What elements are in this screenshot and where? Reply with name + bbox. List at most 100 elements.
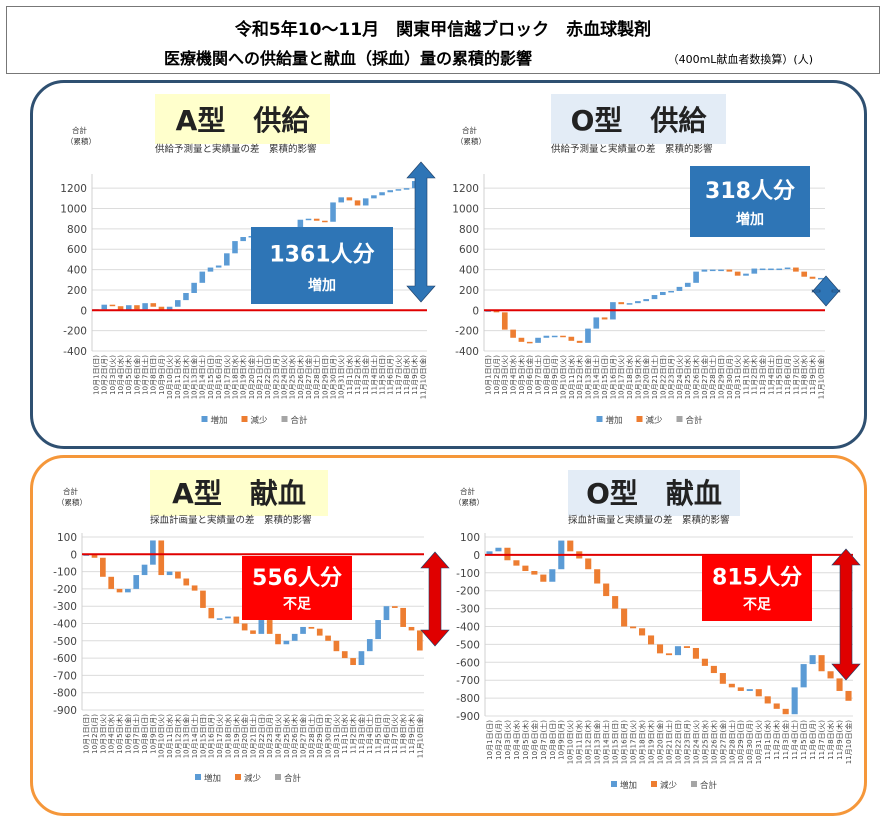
x-tick-label: 10月26日(木) — [290, 714, 299, 759]
x-tick-label: 10月28日(土) — [312, 355, 321, 400]
callout-label: 不足 — [283, 596, 312, 612]
x-tick-label: 10月18日(水) — [223, 714, 232, 759]
decrease-bar — [322, 220, 328, 223]
x-tick-label: 10月11日(水) — [173, 355, 182, 400]
y-tick-label: -900 — [53, 705, 77, 717]
x-tick-label: 10月3日(火) — [99, 714, 107, 754]
y-tick-label: -400 — [455, 346, 479, 358]
callout-box — [251, 227, 393, 304]
x-tick-label: 10月5日(木) — [517, 355, 526, 395]
y-tick-label: -600 — [456, 657, 480, 669]
x-tick-label: 10月2日(月) — [101, 355, 109, 395]
increase-bar — [362, 198, 369, 206]
decrease-bar — [241, 623, 248, 631]
x-tick-label: 10月27日(金) — [700, 355, 709, 400]
decrease-bar — [208, 607, 215, 619]
double-arrow-icon — [420, 551, 450, 647]
x-tick-label: 10月17日(火) — [618, 355, 626, 400]
x-tick-label: 10月12日(木) — [181, 355, 190, 400]
x-tick-label: 10月16日(月) — [621, 720, 629, 765]
x-tick-label: 11月4日(土) — [790, 720, 799, 760]
x-tick-label: 11月8日(水) — [800, 355, 809, 395]
x-tick-label: 11月10日(金) — [844, 720, 853, 765]
x-tick-label: 11月2日(木) — [353, 355, 362, 395]
decrease-bar — [603, 583, 610, 597]
x-tick-label: 11月6日(月) — [809, 720, 817, 760]
decrease-bar — [773, 703, 780, 709]
increase-bar — [175, 300, 181, 307]
legend-label-total: 合計 — [284, 773, 302, 784]
title-line1: 令和5年10～11月 関東甲信越ブロック 赤血球製剤 — [234, 20, 652, 40]
legend-swatch-decrease — [235, 774, 241, 780]
decrease-bar — [683, 646, 691, 648]
decrease-bar — [200, 590, 206, 608]
decrease-bar — [568, 336, 575, 341]
y-tick-label: -300 — [53, 601, 77, 613]
x-tick-label: 10月10日(火) — [158, 714, 166, 759]
y-axis-title: 合計 — [72, 125, 87, 135]
x-tick-label: 11月3日(金) — [357, 714, 366, 754]
x-tick-label: 10月6日(金) — [132, 355, 141, 395]
decrease-bar — [510, 329, 516, 338]
increase-bar — [403, 188, 410, 190]
y-tick-label: 0 — [472, 305, 479, 317]
decrease-bar — [308, 626, 315, 629]
x-tick-label: 11月9日(木) — [410, 355, 419, 395]
y-axis-title-sub: （累積） — [66, 136, 96, 146]
y-tick-label: 200 — [67, 285, 87, 297]
legend-swatch-decrease — [636, 416, 643, 422]
decrease-bar — [183, 578, 190, 586]
increase-bar — [635, 301, 641, 304]
x-tick-label: 10月31日(火) — [338, 355, 346, 400]
x-tick-label: 10月25日(水) — [700, 720, 709, 765]
x-tick-label: 10月24日(火) — [280, 355, 288, 400]
decrease-bar — [493, 310, 500, 313]
x-tick-label: 10月6日(金) — [123, 714, 132, 754]
x-tick-label: 10月20日(金) — [247, 355, 256, 400]
chart-heading: O型 供給 — [571, 104, 708, 137]
x-tick-label: 11月8日(水) — [402, 355, 411, 395]
x-tick-label: 10月28日(土) — [727, 720, 736, 765]
x-tick-label: 11月5日(日) — [776, 355, 784, 395]
increase-bar — [141, 564, 148, 576]
legend-swatch-increase — [201, 416, 208, 422]
increase-bar — [225, 616, 231, 619]
callout-value: 556人分 — [252, 566, 342, 591]
increase-bar — [776, 268, 783, 271]
increase-bar — [224, 253, 230, 266]
y-tick-label: 0 — [70, 549, 77, 561]
x-tick-label: 10月9日(月) — [551, 355, 559, 395]
decrease-bar — [150, 303, 157, 307]
double-arrow-icon — [831, 548, 861, 681]
y-tick-label: -100 — [53, 567, 77, 579]
y-tick-label: 600 — [67, 244, 87, 256]
increase-bar — [207, 267, 214, 272]
decrease-bar — [737, 687, 744, 691]
y-axis-title: 合計 — [462, 125, 477, 135]
y-tick-label: 800 — [459, 224, 479, 236]
decrease-bar — [647, 635, 655, 645]
x-tick-label: 10月2日(月) — [493, 355, 501, 395]
decrease-bar — [726, 269, 733, 272]
legend-label-total: 合計 — [686, 415, 704, 426]
x-tick-label: 10月19日(木) — [646, 720, 655, 765]
increase-bar — [375, 620, 381, 640]
increase-bar — [718, 269, 724, 272]
x-tick-label: 10月5日(木) — [124, 355, 133, 395]
increase-bar — [297, 219, 304, 229]
decrease-bar — [665, 653, 673, 656]
decrease-bar — [526, 341, 533, 344]
x-tick-label: 10月26日(木) — [709, 720, 718, 765]
x-tick-label: 10月21日(土) — [650, 355, 659, 400]
x-tick-label: 10月11日(水) — [575, 720, 584, 765]
decrease-bar — [191, 585, 198, 591]
y-tick-label: 1000 — [60, 204, 87, 216]
x-tick-label: 10月21日(土) — [664, 720, 673, 765]
x-tick-label: 10月15日(日) — [207, 355, 215, 400]
y-tick-label: -900 — [456, 711, 480, 723]
y-axis-title-sub: （累積） — [57, 497, 87, 507]
x-tick-label: 10月20日(金) — [642, 355, 651, 400]
x-tick-label: 10月13日(金) — [190, 355, 199, 400]
